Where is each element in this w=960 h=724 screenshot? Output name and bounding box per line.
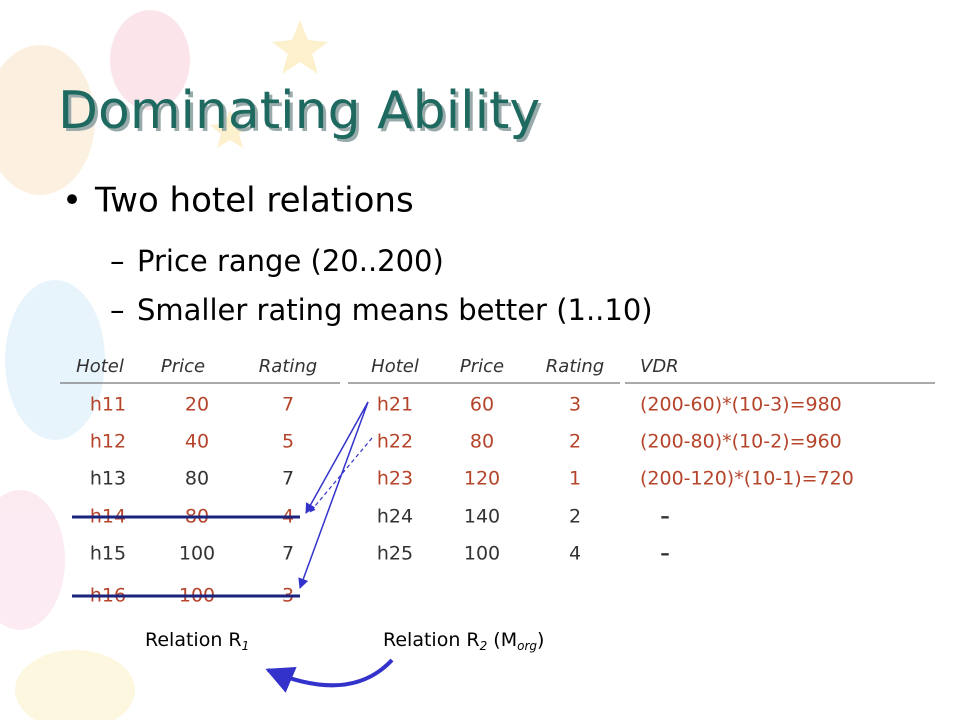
table-cell: 80 <box>185 468 209 490</box>
column-header: Price <box>161 356 205 377</box>
table-cell: h21 <box>377 394 413 416</box>
sub-bullet: Price range (20..200) <box>137 244 444 278</box>
sub-bullet: Smaller rating means better (1..10) <box>137 293 653 327</box>
table-cell: 5 <box>282 431 294 453</box>
table-cell: h25 <box>377 543 413 565</box>
caption-text: ) <box>537 629 544 651</box>
table-cell: h12 <box>90 431 126 453</box>
column-header: Hotel <box>76 356 124 377</box>
table-cell: 4 <box>569 543 581 565</box>
column-header: VDR <box>640 356 679 377</box>
table-cell: h13 <box>90 468 126 490</box>
caption-sub: 2 <box>480 639 488 653</box>
caption-text: Relation R <box>383 629 480 651</box>
table-cell: 40 <box>185 431 209 453</box>
table-cell: 7 <box>282 543 294 565</box>
table-cell: h11 <box>90 394 126 416</box>
dashed-arrow <box>309 437 373 513</box>
caption-sub: org <box>517 639 537 653</box>
table-cell: (200-60)*(10-3)=980 <box>640 394 842 416</box>
table-cell: 7 <box>282 468 294 490</box>
curved-arrow <box>265 658 394 693</box>
bullet: Two hotel relations <box>94 181 414 221</box>
table-cell: – <box>660 543 670 565</box>
column-header: Rating <box>259 356 317 377</box>
column-header: Price <box>460 356 504 377</box>
table-cell: h22 <box>377 431 413 453</box>
arrow <box>298 401 369 589</box>
table-cell: 3 <box>569 394 581 416</box>
table-cell: 1 <box>569 468 581 490</box>
column-header: Hotel <box>371 356 419 377</box>
table-cell: 20 <box>185 394 209 416</box>
caption-text: (M <box>487 629 517 651</box>
table-cell: 2 <box>569 506 581 528</box>
table-cell: 80 <box>470 431 494 453</box>
table-cell: h23 <box>377 468 413 490</box>
arrow <box>305 401 369 514</box>
caption-sub: 1 <box>242 639 250 653</box>
table-cell: (200-120)*(10-1)=720 <box>640 468 854 490</box>
table-cell: 100 <box>464 543 500 565</box>
caption-text: Relation R <box>145 629 242 651</box>
table-cell: – <box>660 506 670 528</box>
table-cell: 120 <box>464 468 500 490</box>
table-cell: h24 <box>377 506 413 528</box>
title-shadow: Dominating Ability <box>61 84 543 144</box>
table-cell: 7 <box>282 394 294 416</box>
sub-bullet-dash: – <box>110 244 125 278</box>
table-cell: 60 <box>470 394 494 416</box>
tables: Hotel Price Rating Hotel Price Rating VDR h11 20… <box>76 356 854 607</box>
title: Dominating Ability <box>58 81 540 141</box>
bullet-dot: • <box>62 181 82 221</box>
table-cell: h15 <box>90 543 126 565</box>
table-cell: (200-80)*(10-2)=960 <box>640 431 842 453</box>
table-cell: 2 <box>569 431 581 453</box>
caption: Relation R2 (Morg) <box>383 629 544 653</box>
background-decoration <box>0 10 328 724</box>
table-cell: 140 <box>464 506 500 528</box>
table-cell: 100 <box>179 543 215 565</box>
column-header: Rating <box>546 356 604 377</box>
sub-bullet-dash: – <box>110 293 125 327</box>
caption: Relation R1 <box>145 629 249 653</box>
